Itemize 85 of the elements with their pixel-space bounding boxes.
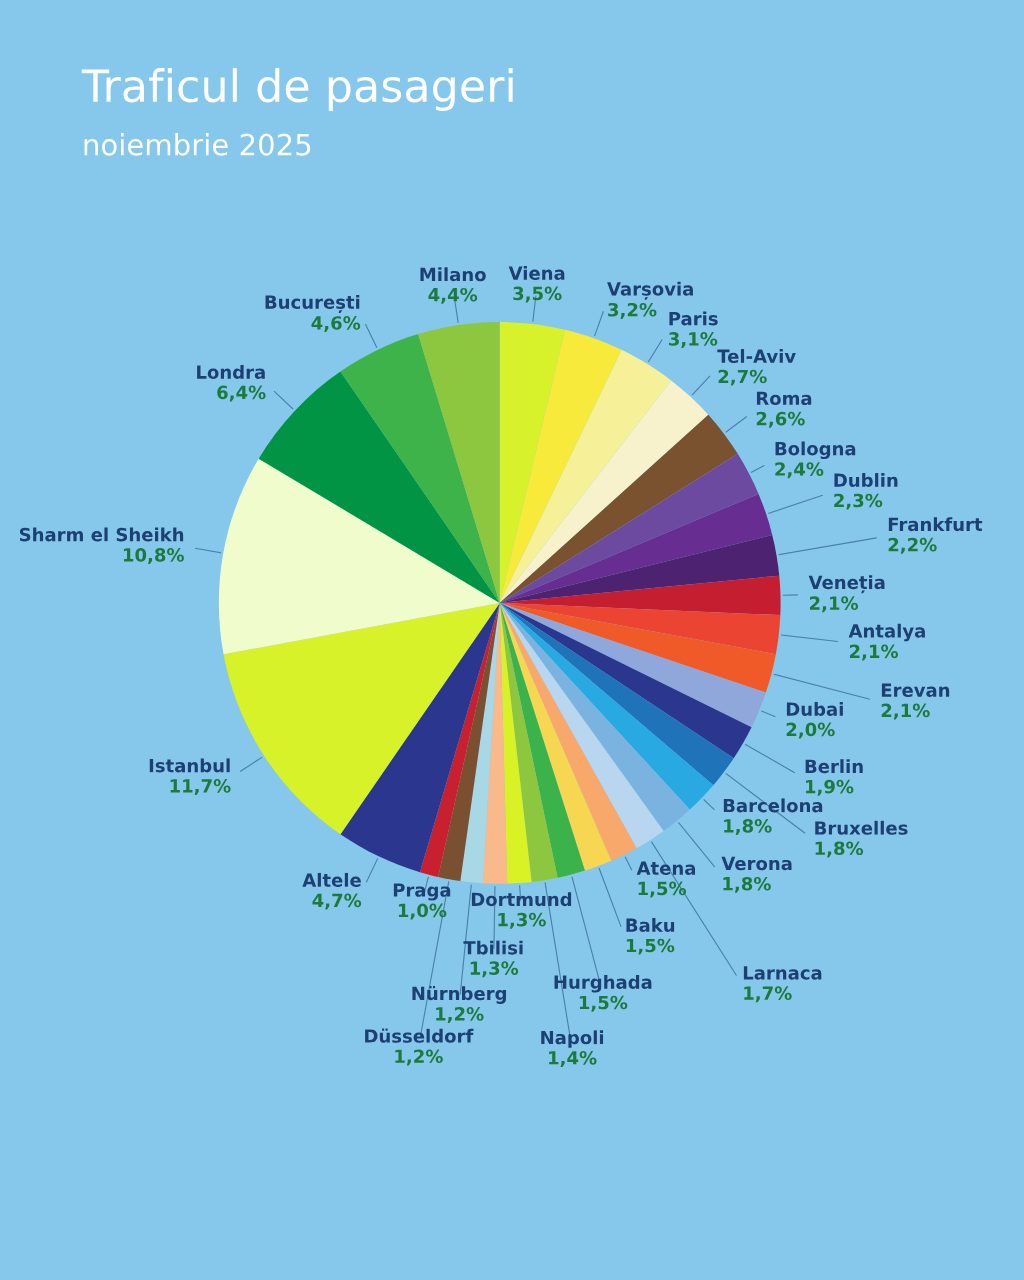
chart-subtitle: noiembrie 2025 bbox=[84, 133, 311, 156]
pie-slice bbox=[499, 602, 585, 878]
slice-label: Berlin bbox=[805, 759, 863, 774]
data-label: 10,8% bbox=[123, 548, 184, 565]
data-label: 6,4% bbox=[217, 385, 266, 402]
data-label: 4,6% bbox=[311, 316, 361, 333]
slice-label: Tbilisi bbox=[463, 940, 523, 955]
data-label: 1,5% bbox=[579, 995, 628, 1012]
slice-label: Nürnberg bbox=[412, 986, 506, 1004]
data-label: 2,2% bbox=[888, 537, 937, 554]
data-label: 2,4% bbox=[775, 462, 824, 479]
pie-slice bbox=[499, 380, 709, 603]
slice-label: Altele bbox=[302, 872, 361, 887]
data-label: 1,2% bbox=[395, 1049, 443, 1066]
slice-label: Dubai bbox=[786, 701, 843, 716]
pie-slice bbox=[499, 602, 766, 728]
slice-label: Verona bbox=[721, 856, 792, 871]
data-label: 11,7% bbox=[170, 779, 231, 795]
slice-label: Varșovia bbox=[607, 281, 693, 300]
slice-label: Düsseldorf bbox=[365, 1028, 474, 1043]
pie-slice bbox=[499, 453, 759, 603]
slice-label: Sharm el Sheikh bbox=[19, 527, 184, 542]
data-label: 1,5% bbox=[638, 881, 687, 898]
data-label: 2,1% bbox=[881, 703, 930, 720]
data-label: 1,4% bbox=[549, 1050, 597, 1067]
data-label: 3,1% bbox=[668, 332, 718, 349]
data-label: 2,1% bbox=[849, 644, 899, 661]
slice-label: Atena bbox=[636, 861, 696, 875]
pie-slice bbox=[499, 602, 752, 759]
slice-label: Bruxelles bbox=[815, 820, 908, 835]
data-label: 2,6% bbox=[756, 411, 805, 428]
data-label: 1,2% bbox=[436, 1007, 484, 1023]
pie-slice bbox=[499, 414, 738, 603]
slice-label: București bbox=[265, 294, 360, 313]
slice-label: Roma bbox=[756, 391, 812, 406]
slice-label: Istanbul bbox=[149, 758, 230, 773]
data-label: 1,8% bbox=[724, 819, 772, 835]
slice-label: Erevan bbox=[881, 683, 950, 697]
data-label: 1,9% bbox=[805, 779, 854, 796]
pie-slice bbox=[418, 322, 500, 603]
slice-label: Dortmund bbox=[471, 892, 572, 907]
pie-slice bbox=[499, 329, 622, 603]
pie-slice bbox=[218, 458, 500, 655]
slice-label: Frankfurt bbox=[888, 517, 983, 532]
slice-label: Paris bbox=[669, 311, 718, 326]
data-label: 3,2% bbox=[608, 302, 657, 319]
data-label: 4,7% bbox=[312, 893, 362, 910]
data-label: 1,3% bbox=[498, 912, 546, 929]
data-label: 2,1% bbox=[809, 596, 859, 613]
slice-label: Barcelona bbox=[723, 798, 823, 813]
chart-title: Traficul de pasageri bbox=[81, 68, 513, 112]
data-label: 4,4% bbox=[428, 287, 478, 304]
pie-slice bbox=[499, 534, 780, 603]
data-label: 1,3% bbox=[470, 961, 519, 978]
slice-label: Larnaca bbox=[743, 966, 822, 980]
pie-slice bbox=[499, 602, 637, 861]
pie-slice bbox=[499, 602, 714, 810]
pie-slice bbox=[499, 602, 664, 849]
slice-label: Milano bbox=[420, 267, 486, 282]
slice-label: Dublin bbox=[834, 473, 898, 488]
data-label: 1,5% bbox=[626, 938, 675, 955]
pie-slice bbox=[340, 602, 500, 873]
pie-slice bbox=[499, 349, 672, 603]
pie-slice bbox=[340, 334, 500, 603]
data-label: 2,7% bbox=[718, 369, 767, 386]
data-label: 1,8% bbox=[723, 876, 771, 893]
slice-label: Antalya bbox=[848, 623, 925, 642]
slice-label: Praga bbox=[393, 883, 451, 901]
slice-label: Viena bbox=[508, 266, 565, 280]
data-label: 1,7% bbox=[744, 986, 792, 1003]
data-label: 1,0% bbox=[398, 903, 447, 920]
pie-slice bbox=[499, 322, 565, 603]
slice-label: Tel-Aviv bbox=[717, 349, 796, 364]
data-label: 2,0% bbox=[786, 722, 835, 739]
data-label: 3,5% bbox=[513, 286, 562, 303]
slice-label: Baku bbox=[626, 918, 675, 933]
slice-label: Napoli bbox=[541, 1030, 604, 1048]
data-label: 2,3% bbox=[834, 493, 883, 510]
data-label: 1,8% bbox=[815, 841, 864, 858]
slice-label: Londra bbox=[197, 364, 265, 379]
pie-slice bbox=[499, 602, 734, 786]
pie-slice bbox=[499, 602, 776, 693]
slice-label: Veneția bbox=[808, 575, 885, 594]
slice-label: Bologna bbox=[775, 441, 856, 460]
slice-label: Hurghada bbox=[554, 974, 652, 993]
